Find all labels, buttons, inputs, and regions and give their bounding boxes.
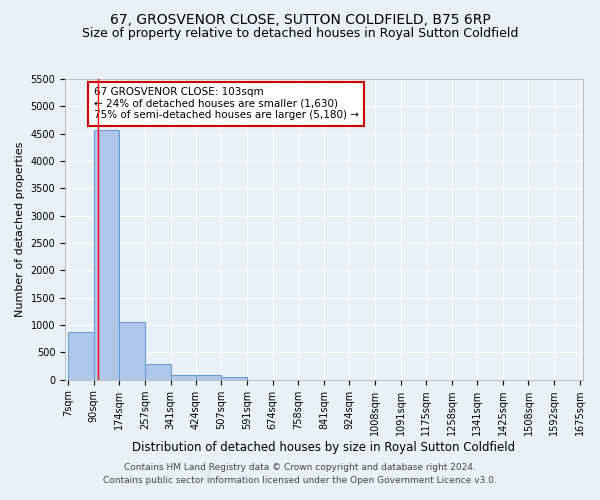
Bar	[94, 130, 119, 380]
Text: 67 GROSVENOR CLOSE: 103sqm
← 24% of detached houses are smaller (1,630)
75% of s: 67 GROSVENOR CLOSE: 103sqm ← 24% of deta…	[94, 87, 359, 120]
Text: Contains HM Land Registry data © Crown copyright and database right 2024.
Contai: Contains HM Land Registry data © Crown c…	[103, 464, 497, 485]
Bar	[68, 332, 94, 380]
Bar	[170, 375, 196, 380]
X-axis label: Distribution of detached houses by size in Royal Sutton Coldfield: Distribution of detached houses by size …	[133, 440, 515, 454]
Bar	[221, 377, 247, 380]
Bar	[145, 364, 170, 380]
Bar	[196, 376, 221, 380]
Text: 67, GROSVENOR CLOSE, SUTTON COLDFIELD, B75 6RP: 67, GROSVENOR CLOSE, SUTTON COLDFIELD, B…	[110, 12, 490, 26]
Text: Size of property relative to detached houses in Royal Sutton Coldfield: Size of property relative to detached ho…	[82, 28, 518, 40]
Y-axis label: Number of detached properties: Number of detached properties	[15, 142, 25, 317]
Bar	[119, 322, 145, 380]
